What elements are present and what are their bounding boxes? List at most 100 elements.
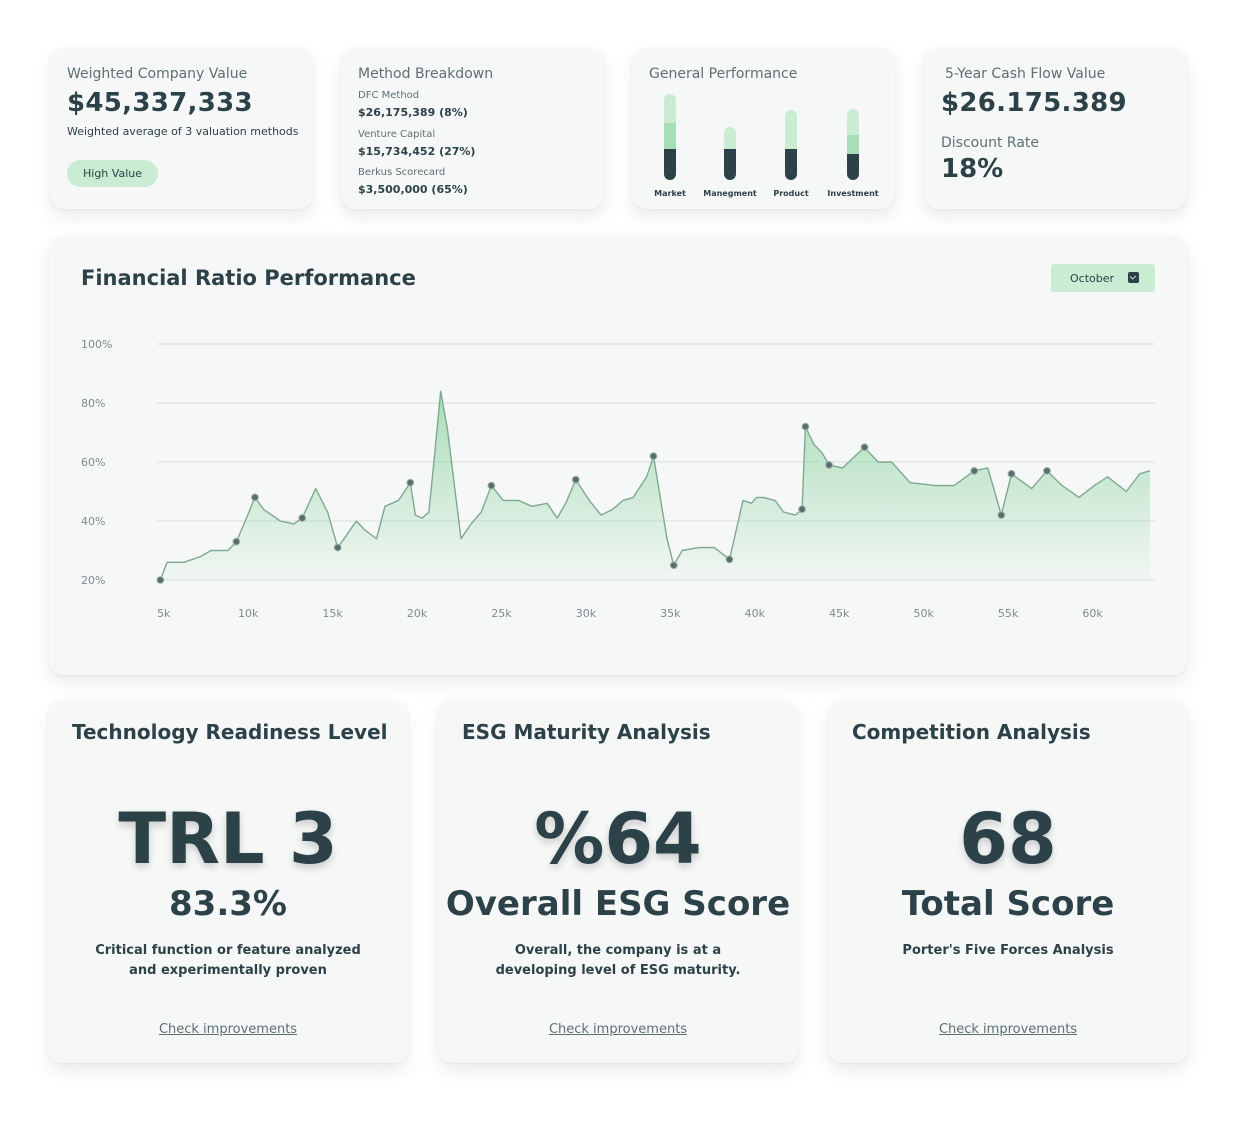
performance-bar-fill	[847, 154, 859, 180]
trl-title: Technology Readiness Level	[72, 720, 388, 744]
method-value: $15,734,452 (27%)	[358, 145, 476, 158]
performance-bar-track	[664, 94, 676, 180]
x-tick-label: 55k	[998, 607, 1019, 620]
series-line	[159, 390, 1151, 581]
data-point	[825, 461, 833, 469]
performance-bar-label: Investment	[827, 189, 879, 198]
x-tick-label: 35k	[660, 607, 681, 620]
month-dropdown[interactable]: October	[1051, 264, 1155, 292]
data-point	[725, 555, 734, 564]
data-point	[333, 543, 342, 552]
method-value: $3,500,000 (65%)	[358, 183, 468, 196]
performance-bar-market: Market	[635, 92, 705, 202]
financial-ratio-card: 20% 40% 60% 80% 100% 5k 10k 15k 20k 25k 30k 35k 40k 4…	[49, 236, 1187, 675]
chart-title: Financial Ratio Performance	[81, 266, 416, 290]
data-point	[1007, 469, 1016, 478]
discount-rate-value: 18%	[941, 154, 1004, 184]
trl-description: Critical function or feature analyzed an…	[95, 943, 361, 978]
method-name: Berkus Scorecard	[358, 167, 446, 178]
data-point	[406, 478, 415, 487]
trl-card: Technology Readiness Level TRL 3 83.3% C…	[48, 700, 408, 1063]
y-tick-label: 100%	[81, 338, 112, 351]
data-point	[669, 561, 678, 570]
esg-title: ESG Maturity Analysis	[462, 720, 711, 744]
discount-rate-label: Discount Rate	[941, 135, 1040, 151]
y-tick-label: 80%	[81, 397, 105, 410]
performance-bar-product: Product	[756, 92, 826, 202]
data-point	[649, 452, 658, 461]
cash-flow-label: 5-Year Cash Flow Value	[945, 66, 1106, 82]
month-dropdown-label: October	[1070, 271, 1115, 285]
weighted-value-label: Weighted Company Value	[67, 66, 248, 82]
esg-description: Overall, the company is at a developing …	[495, 943, 741, 978]
data-point	[798, 505, 806, 514]
trl-percent: 83.3%	[169, 884, 287, 924]
performance-bar-fill	[785, 149, 797, 180]
x-tick-label: 40k	[745, 607, 766, 620]
performance-bar-label: Product	[773, 189, 809, 198]
data-point	[860, 443, 869, 452]
high-value-badge[interactable]: High Value	[67, 160, 158, 187]
competition-card: Competition Analysis 68 Total Score Port…	[828, 700, 1188, 1063]
esg-score: %64	[534, 798, 702, 880]
x-tick-label: 20k	[407, 607, 428, 620]
esg-check-improvements-link[interactable]: Check improvements	[548, 1022, 688, 1037]
method-breakdown-label: Method Breakdown	[358, 66, 494, 82]
data-point	[487, 481, 496, 490]
x-tick-label: 50k	[913, 607, 934, 620]
x-tick-label: 45k	[829, 607, 850, 620]
x-tick-label: 25k	[491, 607, 512, 620]
x-tick-label: 10k	[238, 607, 259, 620]
competition-description: Porter's Five Forces Analysis	[902, 943, 1114, 958]
data-point	[1043, 466, 1051, 475]
x-tick-label: 15k	[322, 607, 343, 620]
y-tick-label: 20%	[81, 574, 105, 587]
method-name: Venture Capital	[358, 129, 436, 140]
x-tick-label: 60k	[1082, 607, 1103, 620]
weighted-value-subtitle: Weighted average of 3 valuation methods	[67, 125, 299, 138]
data-point	[970, 466, 979, 475]
data-point	[251, 493, 259, 502]
competition-score: 68	[959, 798, 1057, 880]
data-point	[997, 511, 1006, 520]
esg-score-label: Overall ESG Score	[445, 884, 791, 924]
performance-bar-mid	[847, 135, 859, 155]
trl-check-improvements-link[interactable]: Check improvements	[158, 1022, 298, 1037]
y-tick-label: 40%	[81, 515, 105, 528]
competition-check-improvements-link[interactable]: Check improvements	[938, 1022, 1078, 1037]
cash-flow-card: 5-Year Cash Flow Value $26.175.389 Disco…	[924, 48, 1187, 209]
weighted-value-amount: $45,337,333	[67, 88, 253, 118]
y-tick-label: 60%	[81, 456, 105, 469]
performance-bar-mid	[664, 123, 676, 150]
performance-bar-fill	[724, 149, 736, 180]
competition-title: Competition Analysis	[852, 720, 1091, 744]
weighted-value-card: Weighted Company Value $45,337,333 Weigh…	[50, 48, 313, 209]
data-point	[232, 537, 241, 546]
performance-bar-track	[724, 126, 736, 180]
method-breakdown-card: Method Breakdown DFC Method $26,175,389 …	[341, 48, 604, 209]
performance-bar-track	[785, 110, 797, 180]
competition-score-label: Total Score	[901, 884, 1115, 924]
x-tick-label: 5k	[157, 607, 171, 620]
data-point	[156, 576, 165, 584]
performance-bar-label: Manegment	[703, 189, 757, 198]
data-point	[571, 475, 580, 484]
x-tick-label: 30k	[576, 607, 597, 620]
method-name: DFC Method	[358, 90, 420, 101]
esg-card: ESG Maturity Analysis %64 Overall ESG Sc…	[438, 700, 798, 1063]
performance-bar-track	[847, 108, 859, 180]
cash-flow-amount: $26.175.389	[941, 88, 1127, 118]
performance-bar-label: Market	[654, 189, 686, 198]
performance-bar-fill	[664, 149, 676, 180]
trl-level: TRL 3	[118, 798, 338, 880]
performance-bar-manegment: Manegment	[695, 92, 765, 202]
financial-ratio-chart: 20% 40% 60% 80% 100% 5k 10k 15k 20k 25k 30k 35k 40k 4…	[81, 338, 1155, 620]
method-value: $26,175,389 (8%)	[358, 106, 468, 119]
chevron-down-icon	[1128, 272, 1139, 283]
general-performance-card: General Performance Market Manegment Produ…	[632, 48, 895, 209]
data-point	[801, 422, 810, 431]
data-point	[298, 514, 307, 522]
series-area	[160, 391, 1150, 580]
general-performance-label: General Performance	[649, 66, 798, 82]
performance-bar-investment: Investment	[818, 92, 888, 202]
